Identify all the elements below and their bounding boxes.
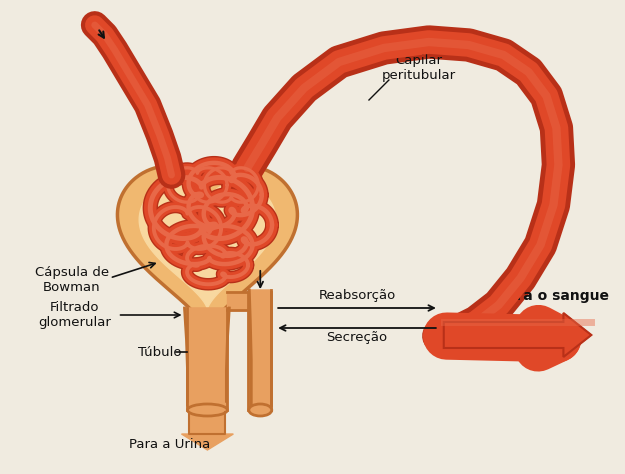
Text: Para o sangue: Para o sangue — [498, 289, 609, 303]
Text: Túbulo: Túbulo — [138, 346, 181, 358]
Ellipse shape — [188, 400, 226, 410]
Polygon shape — [139, 182, 276, 310]
Ellipse shape — [188, 404, 228, 416]
Ellipse shape — [249, 404, 272, 416]
FancyArrow shape — [181, 412, 233, 450]
Polygon shape — [118, 166, 298, 334]
Text: Para a Urina: Para a Urina — [129, 438, 210, 452]
Text: Secreção: Secreção — [326, 331, 388, 345]
Text: Capilar
peritubular: Capilar peritubular — [382, 54, 456, 82]
Text: Cápsula de
Bowman: Cápsula de Bowman — [35, 266, 109, 294]
Text: Reabsorção: Reabsorção — [318, 290, 396, 302]
Polygon shape — [184, 308, 229, 405]
FancyArrow shape — [444, 313, 591, 357]
Text: Filtrado
glomerular: Filtrado glomerular — [38, 301, 111, 329]
Polygon shape — [249, 290, 271, 405]
